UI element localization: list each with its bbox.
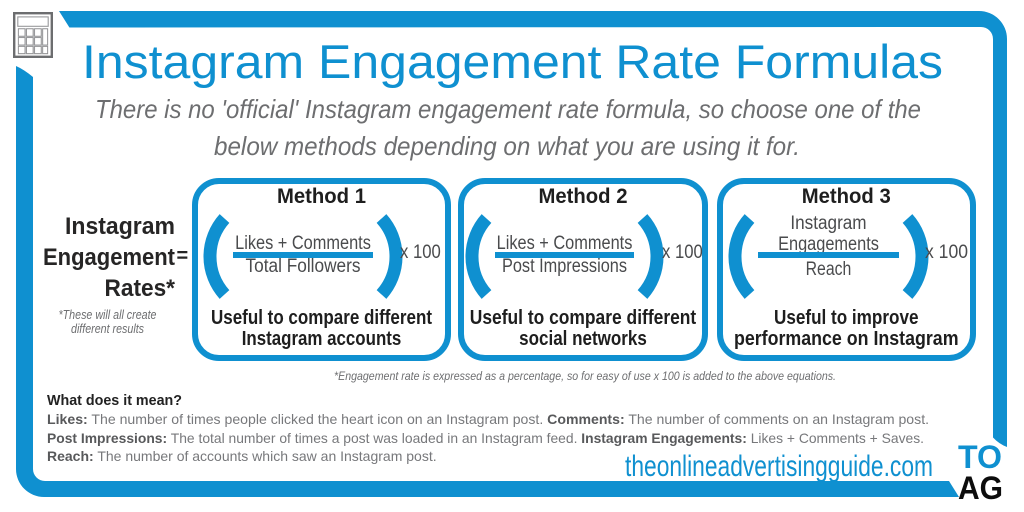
page-subtitle-line2: below methods depending on what you are … (213, 130, 800, 161)
method-1-caption: Useful to compare different Instagram ac… (210, 306, 432, 350)
page-title: Instagram Engagement Rate Formulas (81, 34, 944, 88)
method-2-formula: Likes + Comments Post Impressions x 100 (464, 214, 710, 299)
glossary-line-3: Reach: The number of accounts which saw … (47, 448, 437, 465)
website-link[interactable]: theonlineadvertisingguide.com (624, 449, 933, 483)
method-1-fraction-bar (233, 252, 373, 258)
method-3-formula: Instagram Engagements Reach x 100 (728, 213, 973, 299)
calculator-icon (13, 12, 53, 58)
open-paren-icon (203, 214, 230, 299)
glossary: What does it mean? Likes: The number of … (47, 392, 987, 466)
toag-logo: TO AG (957, 439, 1010, 507)
close-paren-icon (902, 214, 929, 299)
cards-footnote: *Engagement rate is expressed as a perce… (333, 368, 837, 383)
method-1-formula: Likes + Comments Total Followers x 100 (203, 214, 448, 299)
method-3-numerator: Instagram Engagements (777, 212, 879, 255)
method-1-multiplier: x 100 (400, 242, 441, 263)
toag-logo-top: TO (957, 439, 1002, 476)
method-1-denominator: Total Followers (245, 256, 361, 277)
method-1-numerator: Likes + Comments (235, 232, 371, 254)
glossary-line-1: Likes: The number of times people clicke… (47, 411, 930, 428)
open-paren-icon (728, 214, 755, 299)
equation-label: Instagram Engagement Rates* (0, 211, 175, 304)
equation-footnote-line2: different results (70, 320, 145, 336)
glossary-line-2: Post Impressions: The total number of ti… (47, 429, 924, 446)
method-2-denominator: Post Impressions (501, 256, 627, 277)
equation-footnote: *These will all create different results (40, 308, 175, 335)
glossary-heading: What does it mean? (47, 391, 182, 409)
toag-logo-bottom: AG (957, 470, 1003, 507)
method-1-card: Method 1 Likes + Comments Total Follower… (191, 178, 451, 361)
method-3-fraction-bar (757, 252, 899, 258)
open-paren-icon (464, 214, 492, 299)
method-3-multiplier: x 100 (924, 242, 968, 263)
method-3-denominator: Reach (805, 258, 851, 280)
method-2-caption: Useful to compare different social netwo… (469, 306, 697, 350)
method-2-numerator: Likes + Comments (496, 232, 632, 254)
equation-label-line3: Rates* (104, 275, 175, 302)
method-2-card: Method 2 Likes + Comments Post Impressio… (458, 178, 708, 361)
method-1-title: Method 1 (276, 184, 366, 208)
method-3-card: Method 3 Instagram Engagements Reach x 1… (717, 178, 976, 361)
equation-label-line1: Instagram (64, 213, 175, 240)
equals-sign: = (176, 245, 189, 268)
method-2-multiplier: x 100 (662, 242, 703, 263)
page-subtitle-line1: There is no 'official' Instagram engagem… (94, 93, 921, 124)
close-paren-icon (376, 214, 403, 299)
method-2-title: Method 2 (538, 184, 628, 208)
equation-footnote-line1: *These will all create (58, 307, 157, 322)
equation-label-line2: Engagement (42, 244, 175, 271)
method-2-fraction-bar (494, 252, 634, 258)
method-3-title: Method 3 (801, 184, 891, 208)
close-paren-icon (636, 214, 664, 299)
method-3-caption: Useful to improve performance on Instagr… (733, 306, 959, 350)
